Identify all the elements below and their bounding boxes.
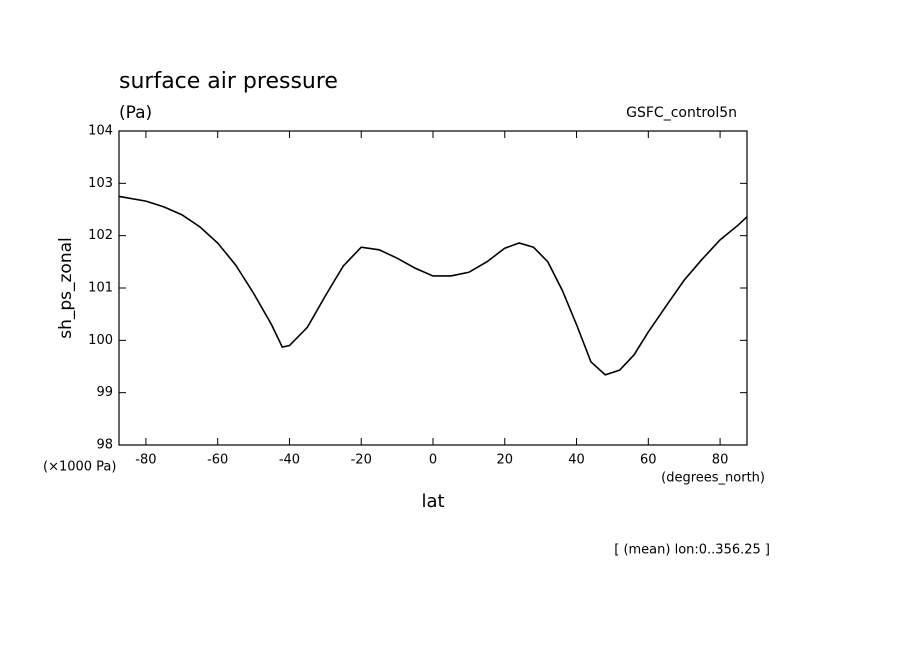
y-tick-label: 100 — [88, 333, 113, 348]
x-tick-label: 60 — [640, 453, 657, 468]
y-tick-label: 99 — [96, 385, 113, 400]
chart-title: surface air pressure — [119, 69, 338, 94]
x-tick-label: 40 — [568, 453, 585, 468]
y-axis-unit: (×1000 Pa) — [43, 460, 116, 475]
y-tick-label: 104 — [88, 124, 113, 139]
data-line — [118, 195, 748, 376]
dataset-label: GSFC_control5n — [626, 105, 737, 121]
plot-frame — [118, 130, 748, 446]
y-tick-label: 102 — [88, 228, 113, 243]
x-tick-label: -40 — [279, 453, 300, 468]
x-tick-label: -60 — [207, 453, 228, 468]
y-tick-label: 101 — [88, 281, 113, 296]
x-axis-unit: (degrees_north) — [661, 471, 765, 486]
x-tick-label: 20 — [496, 453, 513, 468]
y-tick-label: 98 — [96, 438, 113, 453]
note: [ (mean) lon:0..356.25 ] — [614, 543, 770, 558]
x-axis-label: lat — [421, 491, 444, 512]
x-tick-label: 80 — [712, 453, 729, 468]
x-tick-label: -80 — [135, 453, 156, 468]
chart-subtitle: (Pa) — [119, 103, 152, 123]
y-tick-label: 103 — [88, 176, 113, 191]
x-tick-label: 0 — [429, 453, 437, 468]
x-tick-label: -20 — [351, 453, 372, 468]
y-axis-label: sh_ps_zonal — [56, 237, 76, 339]
